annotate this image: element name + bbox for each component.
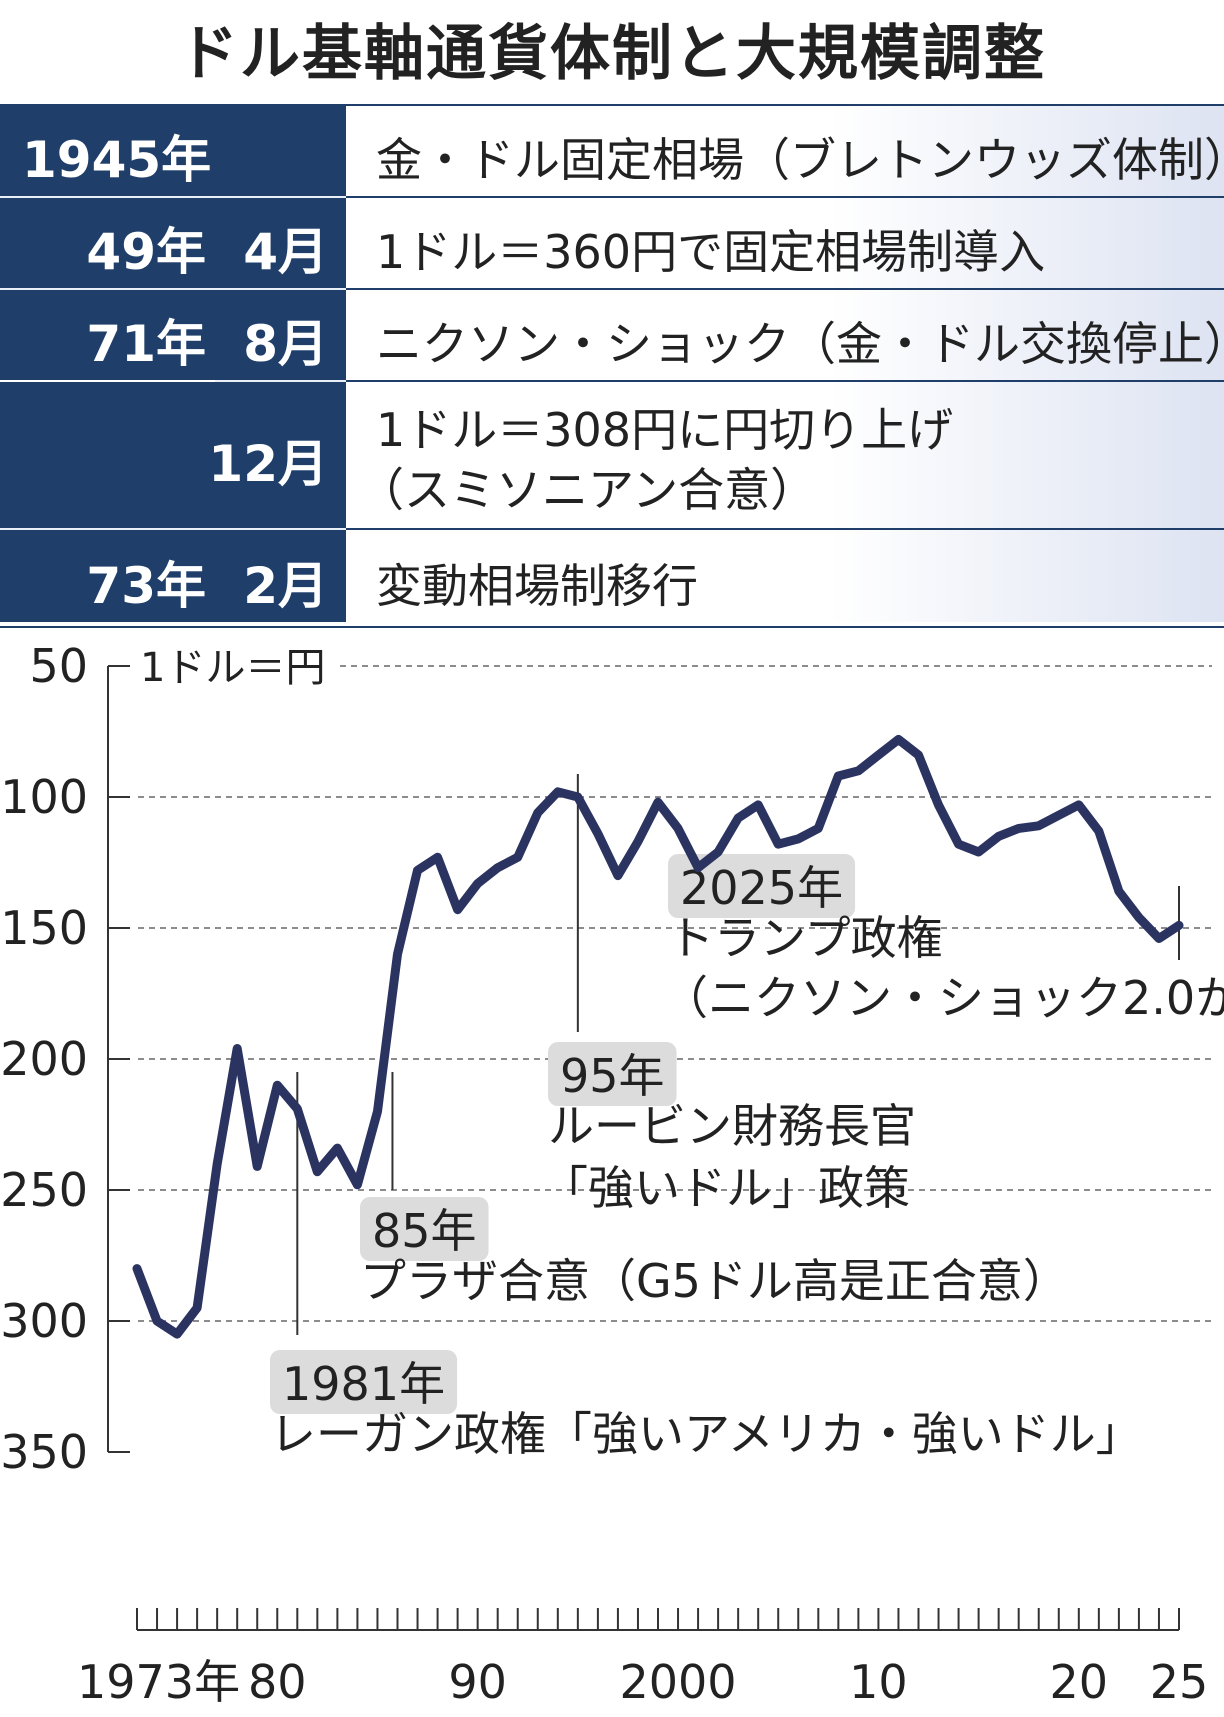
timeline-row: 49年 4月 1ドル＝360円で固定相場制導入 xyxy=(0,198,1224,288)
divider xyxy=(346,196,1224,198)
y-tick-label: 200 xyxy=(0,1032,88,1086)
timeline-event-text: （スミソニアン合意） xyxy=(358,463,817,517)
timeline-year: 73年 xyxy=(86,557,206,615)
annotation-text: 「強いドル」政策 xyxy=(542,1161,910,1215)
timeline-event-text: 1ドル＝360円で固定相場制導入 xyxy=(376,225,1046,279)
timeline-row: 73年 2月 変動相場制移行 xyxy=(0,530,1224,622)
timeline-year: 49年 xyxy=(86,223,206,281)
timeline-event: 1ドル＝308円に円切り上げ （スミソニアン合意） xyxy=(346,382,1224,528)
timeline-month: 12月 xyxy=(208,435,328,493)
timeline-table: 1945年 金・ドル固定相場（ブレトンウッズ体制） 49年 4月 1ドル＝360… xyxy=(0,104,1224,628)
annotation-year: 95年 xyxy=(560,1049,665,1103)
timeline-row: 1945年 金・ドル固定相場（ブレトンウッズ体制） xyxy=(0,106,1224,196)
y-tick-label: 100 xyxy=(0,770,88,824)
timeline-date: 12月 xyxy=(0,382,346,528)
x-tick-label: 25 xyxy=(1150,1655,1209,1709)
timeline-year: 1945年 xyxy=(22,131,212,189)
divider xyxy=(0,196,346,198)
annotation-text: ルービン財務長官 xyxy=(548,1099,916,1153)
timeline-date: 73年 2月 xyxy=(0,530,346,622)
timeline-month: 8月 xyxy=(243,315,328,373)
x-tick-label: 80 xyxy=(248,1655,307,1709)
timeline-event-text: 変動相場制移行 xyxy=(376,559,698,613)
timeline-event-text: 金・ドル固定相場（ブレトンウッズ体制） xyxy=(376,133,1224,187)
annotation-badge xyxy=(548,1042,677,1106)
divider xyxy=(0,528,346,530)
annotation-year: 1981年 xyxy=(282,1357,445,1411)
x-tick-label: 90 xyxy=(448,1655,507,1709)
timeline-month: 4月 xyxy=(243,223,328,281)
y-axis: 50 100 150 200 250 300 350 xyxy=(0,639,130,1479)
timeline-month: 2月 xyxy=(243,557,328,615)
timeline-year: 71年 xyxy=(86,315,206,373)
timeline-row: 71年 8月 ニクソン・ショック（金・ドル交換停止） xyxy=(0,290,1224,380)
y-tick-label: 300 xyxy=(0,1294,88,1348)
annotation-text: プラザ合意（G5ドル高是正合意） xyxy=(360,1254,1069,1308)
timeline-event: 1ドル＝360円で固定相場制導入 xyxy=(346,198,1224,288)
divider xyxy=(346,528,1224,530)
y-tick-label: 250 xyxy=(0,1163,88,1217)
divider xyxy=(0,288,346,290)
y-tick-label: 350 xyxy=(0,1425,88,1479)
y-tick-label: 150 xyxy=(0,901,88,955)
divider xyxy=(346,288,1224,290)
annotation-text: レーガン政権「強いアメリカ・強いドル」 xyxy=(270,1407,1142,1461)
annotation-year: 2025年 xyxy=(680,861,843,915)
chart-grid xyxy=(138,665,1212,1322)
x-tick-label: 20 xyxy=(1050,1655,1109,1709)
annotation-badge xyxy=(270,1350,458,1414)
timeline-event-text: ニクソン・ショック（金・ドル交換停止） xyxy=(376,317,1224,371)
annotation-text: トランプ政権 xyxy=(668,911,943,965)
timeline-date: 1945年 xyxy=(0,106,346,196)
y-axis-label: 1ドル＝円 xyxy=(140,645,325,691)
annotation-badge xyxy=(668,854,856,918)
timeline-row: 12月 1ドル＝308円に円切り上げ （スミソニアン合意） xyxy=(0,382,1224,528)
timeline-date: 71年 8月 xyxy=(0,290,346,380)
annotation-badge xyxy=(360,1197,489,1261)
x-tick-label: 10 xyxy=(849,1655,908,1709)
page-title: ドル基軸通貨体制と大規模調整 xyxy=(178,19,1046,89)
divider xyxy=(215,380,346,382)
timeline-date: 49年 4月 xyxy=(0,198,346,288)
timeline-event: 金・ドル固定相場（ブレトンウッズ体制） xyxy=(346,106,1224,196)
timeline-event: ニクソン・ショック（金・ドル交換停止） xyxy=(346,290,1224,380)
timeline-event: 変動相場制移行 xyxy=(346,530,1224,622)
annotation-text: （ニクソン・ショック2.0か） xyxy=(662,971,1224,1025)
series-line xyxy=(132,734,1184,1339)
timeline-event-text: 1ドル＝308円に円切り上げ xyxy=(376,403,954,457)
x-tick-label: 2000 xyxy=(619,1655,736,1709)
annotation-year: 85年 xyxy=(372,1204,477,1258)
divider xyxy=(346,380,1224,382)
x-tick-label: 1973年 xyxy=(77,1655,240,1709)
y-tick-label: 50 xyxy=(29,639,88,693)
x-axis: 1973年 80 90 2000 10 20 25 xyxy=(77,1608,1208,1709)
